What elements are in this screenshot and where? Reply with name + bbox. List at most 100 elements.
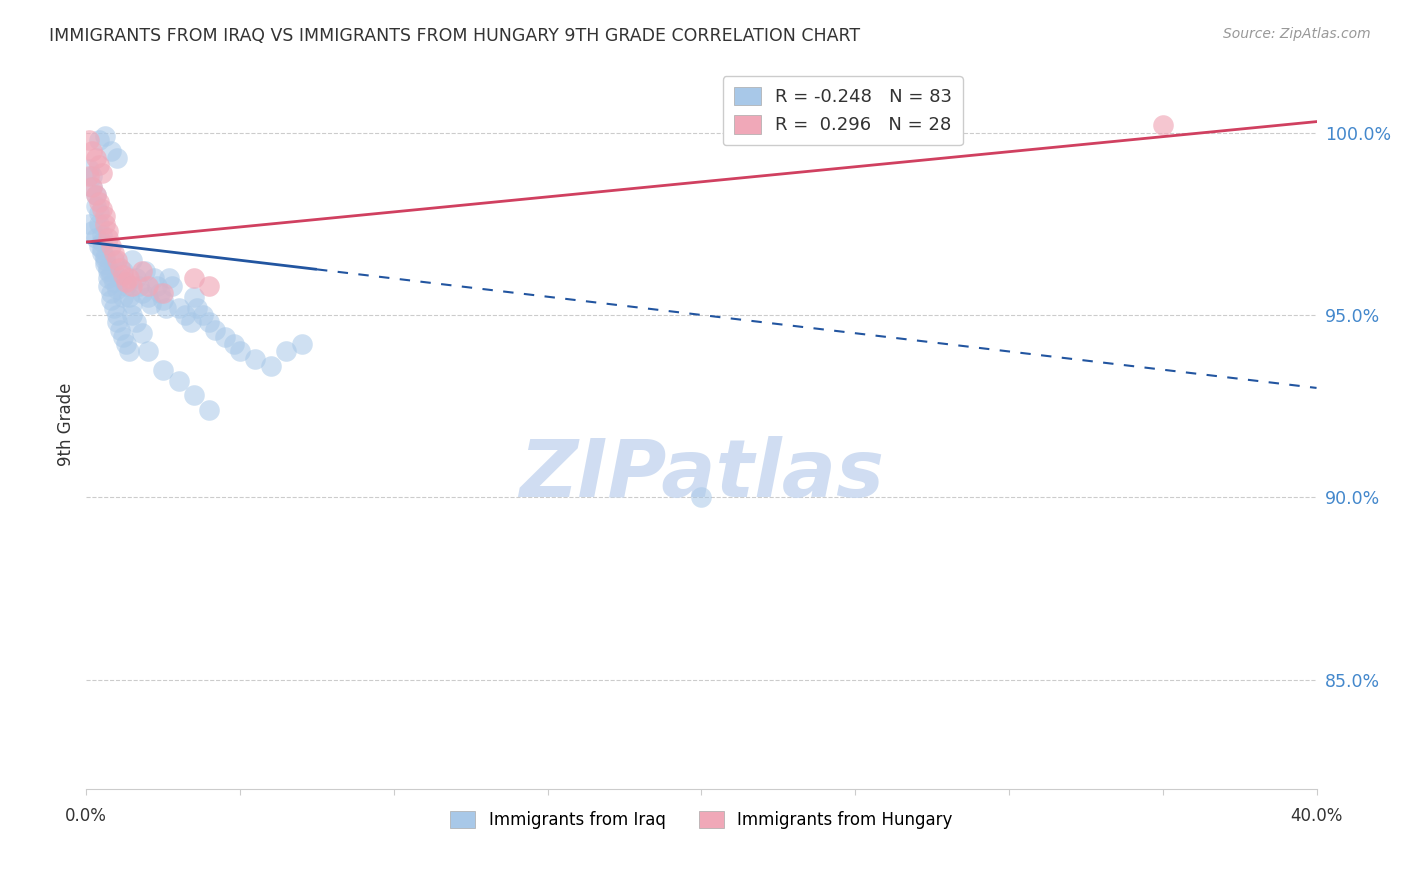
Point bbox=[167, 301, 190, 315]
Point bbox=[136, 344, 159, 359]
Point bbox=[100, 238, 122, 252]
Point bbox=[155, 301, 177, 315]
Point bbox=[105, 282, 128, 296]
Point bbox=[105, 315, 128, 329]
Point bbox=[87, 206, 110, 220]
Point bbox=[124, 271, 146, 285]
Point bbox=[100, 268, 122, 282]
Point bbox=[103, 246, 125, 260]
Point bbox=[112, 268, 135, 282]
Point bbox=[118, 290, 141, 304]
Point bbox=[260, 359, 283, 373]
Point bbox=[131, 286, 153, 301]
Point bbox=[93, 253, 115, 268]
Point bbox=[162, 278, 184, 293]
Point bbox=[245, 351, 267, 366]
Text: ZIPatlas: ZIPatlas bbox=[519, 436, 884, 515]
Y-axis label: 9th Grade: 9th Grade bbox=[58, 383, 75, 467]
Point bbox=[290, 337, 312, 351]
Point bbox=[115, 275, 138, 289]
Point bbox=[157, 271, 180, 285]
Point bbox=[97, 271, 120, 285]
Point bbox=[198, 278, 221, 293]
Point bbox=[84, 198, 107, 212]
Point bbox=[93, 257, 115, 271]
Point bbox=[112, 290, 135, 304]
Point bbox=[167, 374, 190, 388]
Text: IMMIGRANTS FROM IRAQ VS IMMIGRANTS FROM HUNGARY 9TH GRADE CORRELATION CHART: IMMIGRANTS FROM IRAQ VS IMMIGRANTS FROM … bbox=[49, 27, 860, 45]
Point bbox=[131, 264, 153, 278]
Point bbox=[115, 278, 138, 293]
Point bbox=[93, 210, 115, 224]
Point bbox=[93, 129, 115, 144]
Point bbox=[183, 388, 205, 402]
Point bbox=[139, 297, 162, 311]
Point bbox=[136, 278, 159, 293]
Text: 40.0%: 40.0% bbox=[1291, 807, 1343, 825]
Point bbox=[118, 271, 141, 285]
Point bbox=[131, 326, 153, 341]
Point bbox=[108, 271, 131, 285]
Point bbox=[690, 491, 713, 505]
Point bbox=[121, 297, 143, 311]
Point bbox=[276, 344, 298, 359]
Point bbox=[79, 169, 101, 184]
Point bbox=[90, 246, 112, 260]
Point bbox=[90, 235, 112, 249]
Point bbox=[100, 144, 122, 158]
Point bbox=[100, 293, 122, 308]
Point bbox=[90, 202, 112, 216]
Point bbox=[87, 133, 110, 147]
Point bbox=[1152, 118, 1174, 132]
Point bbox=[186, 301, 208, 315]
Point bbox=[142, 271, 165, 285]
Point bbox=[97, 224, 120, 238]
Point bbox=[214, 330, 236, 344]
Point bbox=[82, 224, 104, 238]
Point bbox=[84, 231, 107, 245]
Point bbox=[124, 315, 146, 329]
Point bbox=[84, 151, 107, 165]
Point bbox=[152, 293, 174, 308]
Legend: Immigrants from Iraq, Immigrants from Hungary: Immigrants from Iraq, Immigrants from Hu… bbox=[444, 804, 959, 836]
Point bbox=[149, 286, 172, 301]
Point bbox=[97, 260, 120, 275]
Point bbox=[121, 253, 143, 268]
Point bbox=[79, 217, 101, 231]
Point bbox=[82, 169, 104, 184]
Point bbox=[183, 290, 205, 304]
Text: Source: ZipAtlas.com: Source: ZipAtlas.com bbox=[1223, 27, 1371, 41]
Text: 0.0%: 0.0% bbox=[65, 807, 107, 825]
Point bbox=[105, 308, 128, 322]
Point bbox=[100, 286, 122, 301]
Point bbox=[103, 253, 125, 268]
Point bbox=[87, 158, 110, 172]
Point bbox=[134, 264, 156, 278]
Point bbox=[115, 337, 138, 351]
Point bbox=[82, 180, 104, 194]
Point bbox=[97, 264, 120, 278]
Point bbox=[87, 238, 110, 252]
Point bbox=[79, 133, 101, 147]
Point bbox=[198, 402, 221, 417]
Point bbox=[146, 278, 169, 293]
Point bbox=[93, 217, 115, 231]
Point bbox=[128, 278, 150, 293]
Point bbox=[84, 187, 107, 202]
Point bbox=[108, 322, 131, 336]
Point bbox=[204, 322, 226, 336]
Point bbox=[90, 242, 112, 256]
Point bbox=[112, 264, 135, 278]
Point bbox=[183, 271, 205, 285]
Point bbox=[90, 166, 112, 180]
Point bbox=[229, 344, 252, 359]
Point bbox=[84, 187, 107, 202]
Point bbox=[97, 278, 120, 293]
Point bbox=[121, 278, 143, 293]
Point bbox=[152, 286, 174, 301]
Point bbox=[87, 194, 110, 209]
Point bbox=[79, 162, 101, 177]
Point bbox=[90, 227, 112, 242]
Point bbox=[198, 315, 221, 329]
Point bbox=[152, 362, 174, 376]
